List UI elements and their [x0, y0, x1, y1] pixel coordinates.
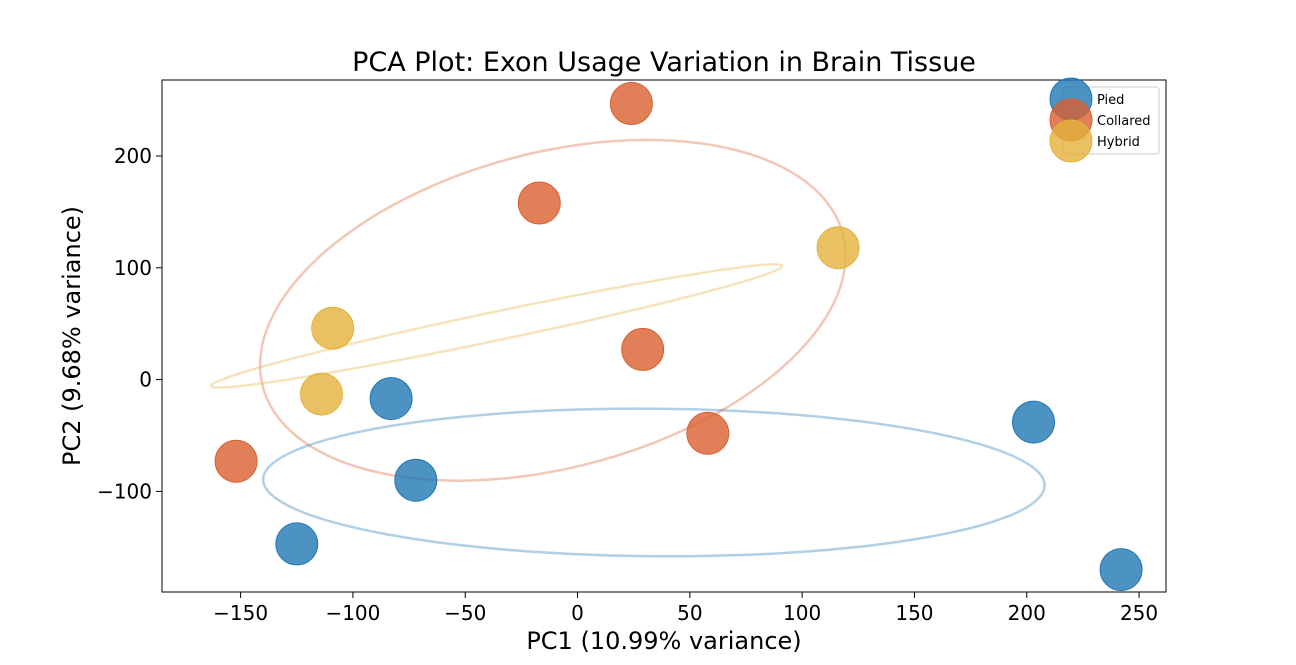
x-tick-label: −100 — [325, 601, 380, 625]
x-axis: −150 −100 −50 0 50 100 150 200 250 — [213, 592, 1158, 625]
collared-ellipse — [258, 138, 847, 482]
legend: Pied Collared Hybrid — [1049, 77, 1160, 163]
collared-point — [686, 411, 730, 455]
hybrid-point — [816, 226, 860, 270]
pied-point — [1099, 548, 1143, 592]
pied-point — [369, 377, 413, 421]
x-tick-label: −50 — [444, 601, 486, 625]
x-tick-label: 50 — [677, 601, 702, 625]
y-tick-label: 0 — [139, 368, 152, 392]
x-tick-label: 100 — [783, 601, 821, 625]
plot-frame — [161, 79, 1167, 593]
x-tick-label: −150 — [213, 601, 268, 625]
x-tick-label: 150 — [895, 601, 933, 625]
pied-point — [1012, 400, 1055, 444]
y-tick-label: 100 — [114, 256, 152, 280]
collared-point — [517, 181, 561, 225]
pied-point — [394, 458, 438, 502]
legend-marker-hybrid — [1049, 119, 1093, 163]
y-axis-label: PC2 (9.68% variance) — [58, 206, 86, 466]
collared-point — [621, 327, 665, 371]
hybrid-point — [311, 306, 355, 350]
hybrid-ellipse — [209, 263, 784, 389]
x-tick-label: 0 — [571, 601, 584, 625]
hybrid-point — [300, 372, 343, 416]
legend-label-hybrid: Hybrid — [1097, 135, 1140, 150]
pied-ellipse — [261, 407, 1046, 558]
x-tick-label: 200 — [1008, 601, 1046, 625]
collared-point — [214, 439, 258, 483]
chart-title: PCA Plot: Exon Usage Variation in Brain … — [352, 47, 976, 78]
y-axis: −100 0 100 200 — [97, 144, 162, 503]
legend-label-collared: Collared — [1097, 114, 1151, 129]
ellipses-layer — [209, 138, 1046, 558]
x-axis-label: PC1 (10.99% variance) — [526, 627, 801, 655]
y-tick-label: −100 — [97, 479, 152, 503]
collared-point — [609, 82, 653, 125]
legend-label-pied: Pied — [1097, 93, 1124, 108]
x-tick-label: 250 — [1120, 601, 1158, 625]
points-layer — [214, 82, 1143, 592]
pied-point — [275, 522, 319, 566]
y-tick-label: 200 — [114, 144, 152, 168]
